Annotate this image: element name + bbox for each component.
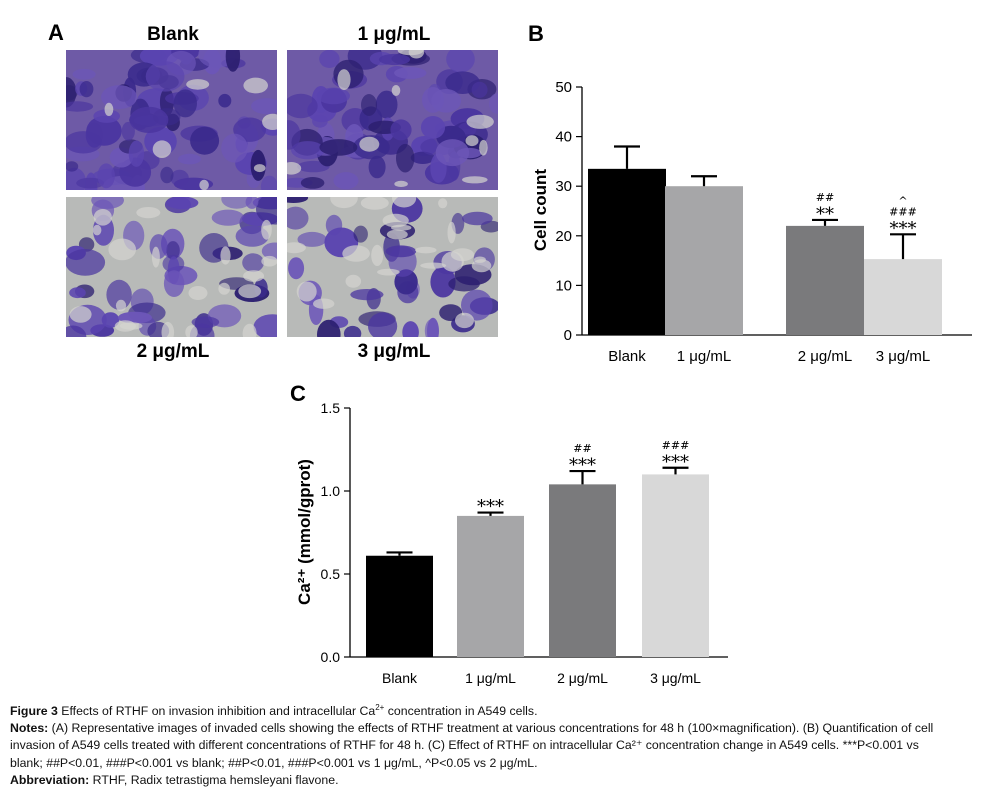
caption-notes-1: Notes: (A) Representative images of inva… <box>10 720 995 737</box>
caption-abbrev-text: RTHF, Radix tetrastigma hemsleyani flavo… <box>89 772 339 787</box>
y-axis-label: Cell count <box>531 169 550 252</box>
caption-abbrev-label: Abbreviation: <box>10 772 90 787</box>
caption-title-sup: 2+ <box>375 702 385 712</box>
significance-label: ** <box>816 204 834 225</box>
x-tick-label: 1 μg/mL <box>677 348 732 365</box>
caption-fig-label: Figure 3 <box>10 704 58 718</box>
image-label-1ug: 1 μg/mL <box>357 24 431 45</box>
x-tick-label: 2 μg/mL <box>798 348 853 365</box>
y-tick-label: 1.0 <box>321 483 341 499</box>
chart-c: 0.0 0.5 1.0 1.5 Ca²⁺ (mmol/gprot) Blank 1 μg/m… <box>295 400 728 686</box>
y-tick-label: 1.5 <box>321 400 341 416</box>
image-label-3ug: 3 μg/mL <box>357 341 431 362</box>
micrograph-3ug <box>287 197 498 337</box>
panel-c-letter: C <box>290 381 306 406</box>
caption-notes-label: Notes: <box>10 721 49 736</box>
x-tick-label: 3 μg/mL <box>650 670 701 686</box>
caption-title-a: Effects of RTHF on invasion inhibition a… <box>57 704 376 718</box>
bar <box>549 484 616 657</box>
significance-label: *** <box>477 497 504 518</box>
figure-caption: Figure 3 Effects of RTHF on invasion inh… <box>10 703 995 789</box>
caption-title-b: concentration in A549 cells. <box>384 704 538 718</box>
y-tick-label: 0.0 <box>321 649 341 665</box>
caption-notes-line1: (A) Representative images of invaded cel… <box>48 721 934 736</box>
caption-abbrev: Abbreviation: RTHF, Radix tetrastigma he… <box>10 772 995 789</box>
y-tick-label: 20 <box>555 228 572 245</box>
bar <box>588 168 666 335</box>
y-tick-label: 10 <box>555 277 572 294</box>
x-tick-label: 2 μg/mL <box>557 670 608 686</box>
image-label-blank: Blank <box>147 24 199 45</box>
y-tick-label: 50 <box>555 79 572 96</box>
y-axis-label: Ca²⁺ (mmol/gprot) <box>295 459 314 605</box>
significance-label: ## <box>816 191 834 204</box>
significance-label: *** <box>890 218 917 239</box>
caption-notes-3: blank; ##P<0.01, ###P<0.001 vs blank; ##… <box>10 755 538 770</box>
panel-b-letter: B <box>528 21 544 46</box>
significance-label: ### <box>889 205 917 218</box>
micrograph-1ug <box>287 50 498 190</box>
chart-b: 0 10 20 30 40 50 Cell count Blank 1 μg/mL 2 μg/mL… <box>531 79 972 365</box>
x-tick-label: Blank <box>608 348 646 365</box>
caption-title: Figure 3 Effects of RTHF on invasion inh… <box>10 703 995 720</box>
micrograph-blank <box>66 50 277 190</box>
bar <box>786 225 864 335</box>
image-label-2ug: 2 μg/mL <box>136 341 210 362</box>
caption-notes-2: invasion of A549 cells treated with diff… <box>10 738 919 753</box>
y-tick-label: 40 <box>555 129 572 146</box>
micrograph-2ug <box>66 197 277 337</box>
panel-a-letter: A <box>48 20 64 45</box>
bar <box>642 474 709 657</box>
x-tick-label: Blank <box>382 670 418 686</box>
significance-label: ### <box>662 439 690 452</box>
y-tick-label: 30 <box>555 178 572 195</box>
significance-label: ^ <box>898 194 907 207</box>
charts-canvas: B 0 10 20 30 40 50 Cell count Blank 1 μg/mL 2 μg/… <box>290 21 972 686</box>
y-tick-label: 0 <box>564 327 572 344</box>
y-tick-label: 0.5 <box>321 566 341 582</box>
bar <box>665 186 743 335</box>
significance-label: ## <box>573 442 591 455</box>
bar <box>366 555 433 657</box>
x-tick-label: 3 μg/mL <box>876 348 931 365</box>
bar <box>457 515 524 657</box>
x-tick-label: 1 μg/mL <box>465 670 516 686</box>
significance-label: *** <box>569 455 596 476</box>
bar <box>864 259 942 335</box>
significance-label: *** <box>662 452 689 473</box>
